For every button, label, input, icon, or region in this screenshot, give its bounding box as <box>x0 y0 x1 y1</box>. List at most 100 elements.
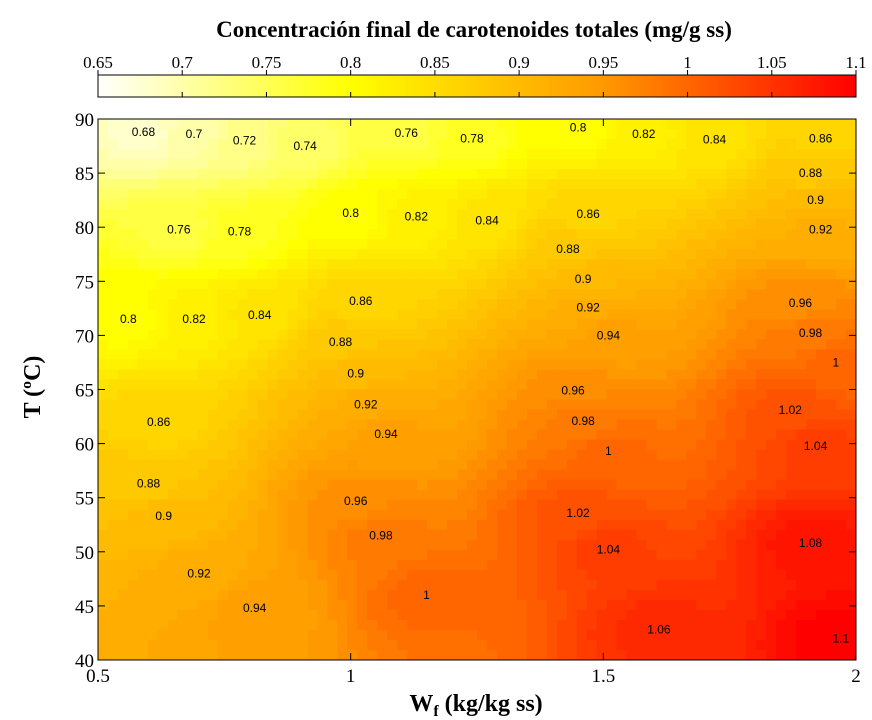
contour-label: 0.78 <box>228 225 252 239</box>
contour-cell <box>477 169 488 180</box>
contour-cell <box>447 229 458 240</box>
contour-cell <box>676 199 687 210</box>
contour-cell <box>836 199 847 210</box>
contour-label: 0.84 <box>248 308 272 322</box>
contour-cell <box>238 289 249 300</box>
contour-cell <box>676 470 687 481</box>
contour-cell <box>377 119 388 130</box>
contour-cell <box>756 460 767 471</box>
contour-cell <box>248 279 259 290</box>
contour-cell <box>377 490 388 501</box>
contour-cell <box>307 410 318 421</box>
contour-cell <box>108 319 119 330</box>
contour-cell <box>756 159 767 170</box>
contour-cell <box>367 460 378 471</box>
contour-cell <box>457 359 468 370</box>
contour-cell <box>836 450 847 461</box>
contour-cell <box>527 590 538 601</box>
contour-cell <box>297 259 308 270</box>
contour-cell <box>148 279 159 290</box>
contour-cell <box>288 299 299 310</box>
contour-cell <box>238 490 249 501</box>
contour-cell <box>796 630 807 641</box>
contour-cell <box>317 600 328 611</box>
contour-cell <box>716 590 727 601</box>
contour-cell <box>746 590 757 601</box>
contour-cell <box>457 560 468 571</box>
contour-cell <box>397 480 408 491</box>
contour-cell <box>178 530 189 541</box>
contour-cell <box>607 209 618 220</box>
contour-cell <box>327 430 338 441</box>
contour-cell <box>627 460 638 471</box>
contour-cell <box>268 400 279 411</box>
contour-cell <box>288 339 299 350</box>
contour-cell <box>367 490 378 501</box>
contour-cell <box>268 480 279 491</box>
contour-cell <box>128 329 139 340</box>
contour-cell <box>108 600 119 611</box>
contour-cell <box>557 259 568 270</box>
contour-cell <box>377 410 388 421</box>
contour-cell <box>647 239 658 250</box>
contour-cell <box>168 339 179 350</box>
contour-cell <box>417 460 428 471</box>
contour-cell <box>527 339 538 350</box>
contour-cell <box>258 580 269 591</box>
contour-cell <box>846 149 857 160</box>
contour-cell <box>507 570 518 581</box>
contour-cell <box>228 209 239 220</box>
contour-cell <box>208 530 219 541</box>
contour-cell <box>447 570 458 581</box>
contour-cell <box>617 229 628 240</box>
contour-cell <box>148 560 159 571</box>
contour-cell <box>696 249 707 260</box>
contour-cell <box>617 119 628 130</box>
contour-cell <box>447 199 458 210</box>
contour-cell <box>637 159 648 170</box>
contour-cell <box>746 199 757 210</box>
contour-cell <box>617 610 628 621</box>
contour-cell <box>477 189 488 200</box>
contour-cell <box>736 600 747 611</box>
contour-cell <box>686 570 697 581</box>
contour-cell <box>667 309 678 320</box>
contour-cell <box>437 209 448 220</box>
contour-cell <box>587 530 598 541</box>
contour-cell <box>268 199 279 210</box>
contour-cell <box>676 209 687 220</box>
contour-cell <box>297 219 308 230</box>
contour-cell <box>547 610 558 621</box>
contour-cell <box>557 229 568 240</box>
contour-cell <box>437 339 448 350</box>
contour-cell <box>706 249 717 260</box>
contour-cell <box>736 229 747 240</box>
contour-cell <box>497 319 508 330</box>
contour-cell <box>517 550 528 561</box>
contour-cell <box>108 560 119 571</box>
contour-cell <box>218 289 229 300</box>
contour-cell <box>397 410 408 421</box>
contour-cell <box>357 470 368 481</box>
contour-cell <box>367 440 378 451</box>
contour-cell <box>248 179 259 190</box>
contour-cell <box>537 530 548 541</box>
contour-cell <box>158 650 169 661</box>
contour-cell <box>417 169 428 180</box>
contour-cell <box>507 510 518 521</box>
contour-cell <box>617 179 628 190</box>
contour-cell <box>846 139 857 150</box>
contour-cell <box>387 259 398 270</box>
contour-cell <box>258 560 269 571</box>
contour-cell <box>507 369 518 380</box>
contour-cell <box>696 400 707 411</box>
contour-cell <box>517 410 528 421</box>
contour-cell <box>337 129 348 140</box>
contour-cell <box>288 570 299 581</box>
contour-cell <box>557 289 568 300</box>
contour-cell <box>816 259 827 270</box>
contour-cell <box>716 299 727 310</box>
contour-cell <box>836 610 847 621</box>
contour-cell <box>218 189 229 200</box>
contour-cell <box>806 179 817 190</box>
